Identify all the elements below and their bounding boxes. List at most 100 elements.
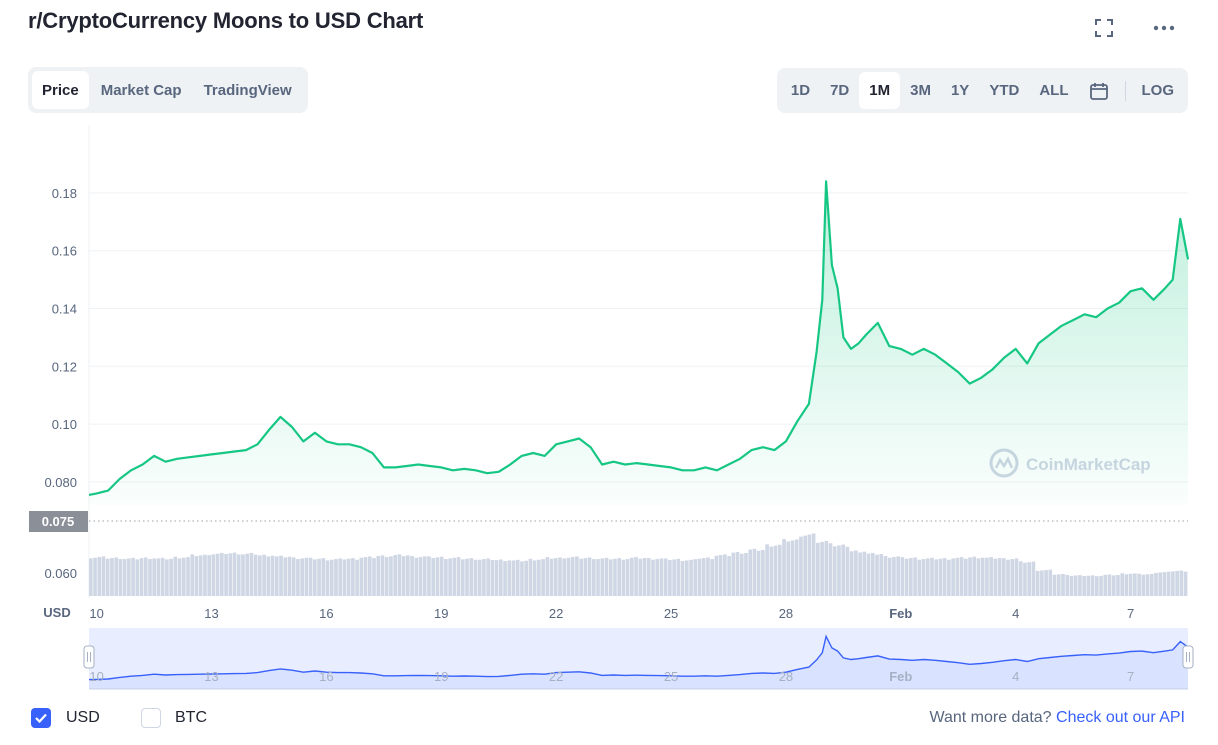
volume-bar: [215, 553, 220, 596]
volume-bar: [1044, 570, 1048, 596]
navigator-x-tick-label: Feb: [889, 669, 912, 684]
volume-bar: [401, 556, 406, 596]
volume-bar: [604, 557, 609, 596]
volume-bar: [173, 556, 178, 596]
price-chart[interactable]: 0.180.160.140.120.100.080CoinMarketCap0.…: [0, 120, 1218, 700]
volume-bar: [1006, 559, 1010, 596]
volume-bar: [777, 544, 782, 596]
time-range-tabs: 1D 7D 1M 3M 1Y YTD ALL LOG: [776, 68, 1188, 113]
volume-bar: [253, 554, 258, 596]
volume-bar: [866, 553, 871, 596]
volume-bar: [689, 559, 693, 596]
volume-bar: [355, 559, 359, 596]
volume-bar: [359, 557, 364, 596]
volume-bar: [972, 556, 977, 596]
navigator-x-tick-label: 22: [549, 669, 563, 684]
volume-bar: [384, 557, 389, 596]
volume-bar: [482, 559, 486, 596]
tab-tradingview[interactable]: TradingView: [203, 81, 292, 99]
tab-market-cap[interactable]: Market Cap: [100, 81, 182, 99]
volume-bar: [1023, 562, 1027, 596]
chart-footer: USD BTC Want more data? Check out our AP…: [0, 700, 1218, 740]
navigator-left-handle[interactable]: [83, 645, 95, 669]
calendar-icon[interactable]: [1079, 72, 1119, 109]
volume-bar: [693, 559, 698, 596]
volume-bar: [625, 559, 630, 596]
volume-bar: [308, 557, 313, 596]
x-tick-label: 4: [1012, 606, 1019, 621]
range-1d[interactable]: 1D: [790, 82, 811, 99]
volume-bar: [1061, 573, 1065, 596]
volume-bar: [127, 558, 131, 596]
volume-bar: [562, 558, 567, 596]
volume-bar: [575, 556, 579, 596]
tab-price[interactable]: Price: [32, 71, 89, 109]
api-link[interactable]: Check out our API: [1056, 709, 1185, 726]
navigator-x-tick-label: 10: [89, 669, 103, 684]
tab-separator: [1124, 80, 1126, 101]
price-area: [89, 181, 1188, 506]
expand-icon[interactable]: [1090, 14, 1118, 42]
volume-bar: [1073, 575, 1078, 596]
x-tick-label: 19: [434, 606, 448, 621]
volume-bar: [1179, 570, 1184, 596]
range-3m[interactable]: 3M: [910, 82, 931, 99]
volume-bar: [900, 557, 905, 596]
volume-bar: [1069, 575, 1074, 596]
current-price-badge: [29, 511, 88, 532]
volume-bar: [727, 556, 731, 596]
ellipsis-icon[interactable]: [1150, 14, 1178, 42]
range-1y[interactable]: 1Y: [950, 82, 970, 99]
volume-bar: [397, 554, 402, 596]
volume-bar: [148, 559, 152, 596]
volume-bar: [376, 556, 381, 596]
navigator-right-handle[interactable]: [1182, 645, 1194, 669]
volume-bar: [930, 557, 934, 596]
volume-bar: [651, 559, 655, 596]
range-1m[interactable]: 1M: [859, 72, 901, 109]
volume-bar: [799, 536, 803, 596]
volume-bar: [460, 559, 465, 596]
x-tick-label: 13: [204, 606, 218, 621]
volume-bar: [646, 558, 651, 596]
x-tick-label: Feb: [889, 606, 912, 621]
volume-bar: [714, 555, 719, 596]
volume-bar: [486, 558, 490, 596]
volume-bar: [739, 553, 744, 596]
volume-bar: [97, 557, 102, 596]
btc-checkbox[interactable]: [141, 708, 161, 728]
volume-bar: [465, 558, 469, 596]
volume-bar: [934, 559, 939, 596]
volume-bar: [955, 557, 960, 596]
volume-bar: [1120, 573, 1124, 596]
range-ytd[interactable]: YTD: [989, 82, 1020, 99]
range-7d[interactable]: 7D: [830, 82, 850, 99]
volume-bar: [232, 552, 237, 596]
log-scale-toggle[interactable]: LOG: [1141, 82, 1175, 99]
x-tick-label: 7: [1127, 606, 1134, 621]
volume-bar: [249, 552, 254, 596]
volume-bar: [279, 555, 283, 596]
volume-bar: [773, 545, 778, 596]
volume-bar: [870, 552, 875, 596]
volume-bar: [706, 557, 710, 596]
usd-checkbox[interactable]: [31, 708, 51, 728]
volume-bar: [351, 558, 355, 596]
volume-bar: [122, 559, 127, 596]
range-all[interactable]: ALL: [1039, 82, 1069, 99]
drag-handle-icon: [1182, 645, 1194, 669]
volume-bar: [321, 558, 326, 596]
volume-bar: [642, 558, 647, 596]
check-icon: [35, 713, 47, 724]
volume-bar: [287, 556, 292, 596]
chart-svg[interactable]: 0.180.160.140.120.100.080CoinMarketCap0.…: [0, 120, 1218, 700]
volume-bar: [1082, 576, 1086, 596]
drag-handle-icon: [83, 645, 95, 669]
volume-bar: [617, 558, 621, 596]
volume-bar: [452, 557, 457, 596]
volume-bar: [270, 555, 275, 596]
volume-bar: [274, 556, 279, 596]
volume-bar: [135, 559, 140, 596]
volume-bar: [342, 559, 347, 596]
volume-bar: [329, 559, 334, 596]
